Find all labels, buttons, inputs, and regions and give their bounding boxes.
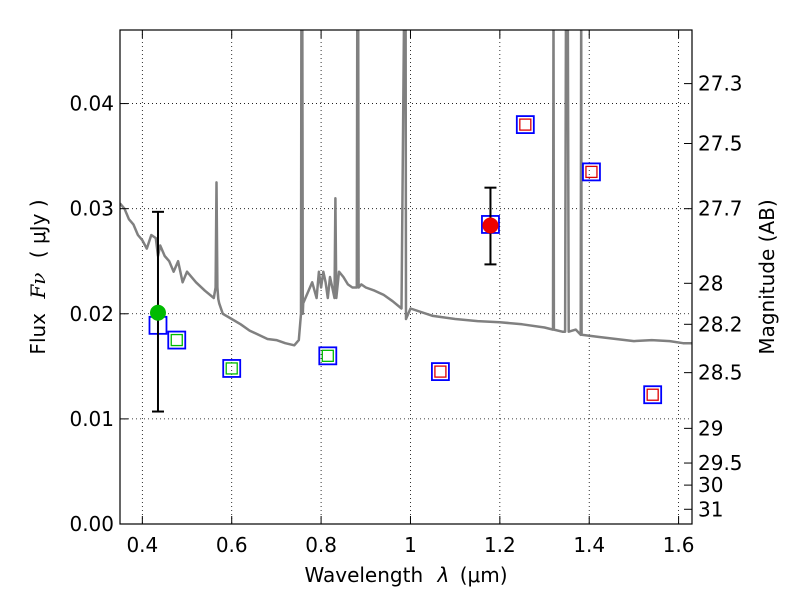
y2-tick-label: 30	[698, 473, 723, 497]
green-square-marker	[225, 362, 238, 375]
x-tick-label: 0.6	[216, 533, 248, 557]
x-tick-label: 1	[404, 533, 417, 557]
x-axis-label: Wavelength λ (μm)	[304, 563, 507, 587]
red-flux-point	[482, 217, 499, 234]
data-markers	[148, 115, 663, 413]
blue-square-marker	[643, 385, 663, 405]
red-square-marker	[646, 388, 659, 401]
y-tick-label: 0.02	[69, 302, 114, 326]
y-tick-label: 0.01	[69, 407, 114, 431]
blue-square-marker	[167, 330, 187, 350]
model-spectrum-line	[120, 30, 692, 347]
red-square-marker	[585, 165, 598, 179]
x-tick-label: 0.4	[126, 533, 158, 557]
y2-tick-label: 27.3	[698, 72, 743, 96]
y2-tick-label: 31	[698, 497, 723, 521]
y-axis-label: Flux Fν ( μJy )	[26, 199, 50, 354]
y2-tick-label: 28.2	[698, 312, 743, 336]
x-tick-label: 1.2	[484, 533, 516, 557]
blue-square-marker	[222, 359, 242, 378]
green-flux-point	[149, 304, 166, 321]
x-tick-label: 1.6	[663, 533, 695, 557]
y2-tick-label: 27.5	[698, 132, 743, 156]
y-tick-label: 0.00	[69, 512, 114, 536]
red-square-marker	[434, 365, 447, 378]
grid-lines	[120, 30, 692, 524]
plot-frame	[119, 29, 693, 525]
blue-square-marker	[318, 346, 338, 366]
blue-square-marker	[515, 115, 535, 134]
x-tick-label: 0.8	[305, 533, 337, 557]
blue-square-marker	[582, 162, 601, 182]
y2-tick-label: 29	[698, 416, 723, 440]
green-square-marker	[321, 349, 334, 362]
y2-tick-label: 27.7	[698, 197, 743, 221]
x-tick-label: 1.4	[573, 533, 605, 557]
red-square-marker	[519, 118, 532, 131]
y2-tick-label: 28	[698, 271, 723, 295]
axis-ticks: 0.4 0.6 0.8 1 1.2 1.4 1.6 0.00 0.01 0.02 0.03 0.04 2…	[69, 30, 743, 557]
green-square-marker	[170, 333, 183, 347]
y-tick-label: 0.03	[69, 197, 114, 221]
y2-tick-label: 28.5	[698, 361, 743, 385]
plot-area	[120, 30, 692, 347]
blue-square-marker	[431, 362, 450, 381]
y2-axis-label: Magnitude (AB)	[755, 199, 779, 354]
y2-tick-label: 29.5	[698, 451, 743, 475]
y-tick-label: 0.04	[69, 92, 114, 116]
